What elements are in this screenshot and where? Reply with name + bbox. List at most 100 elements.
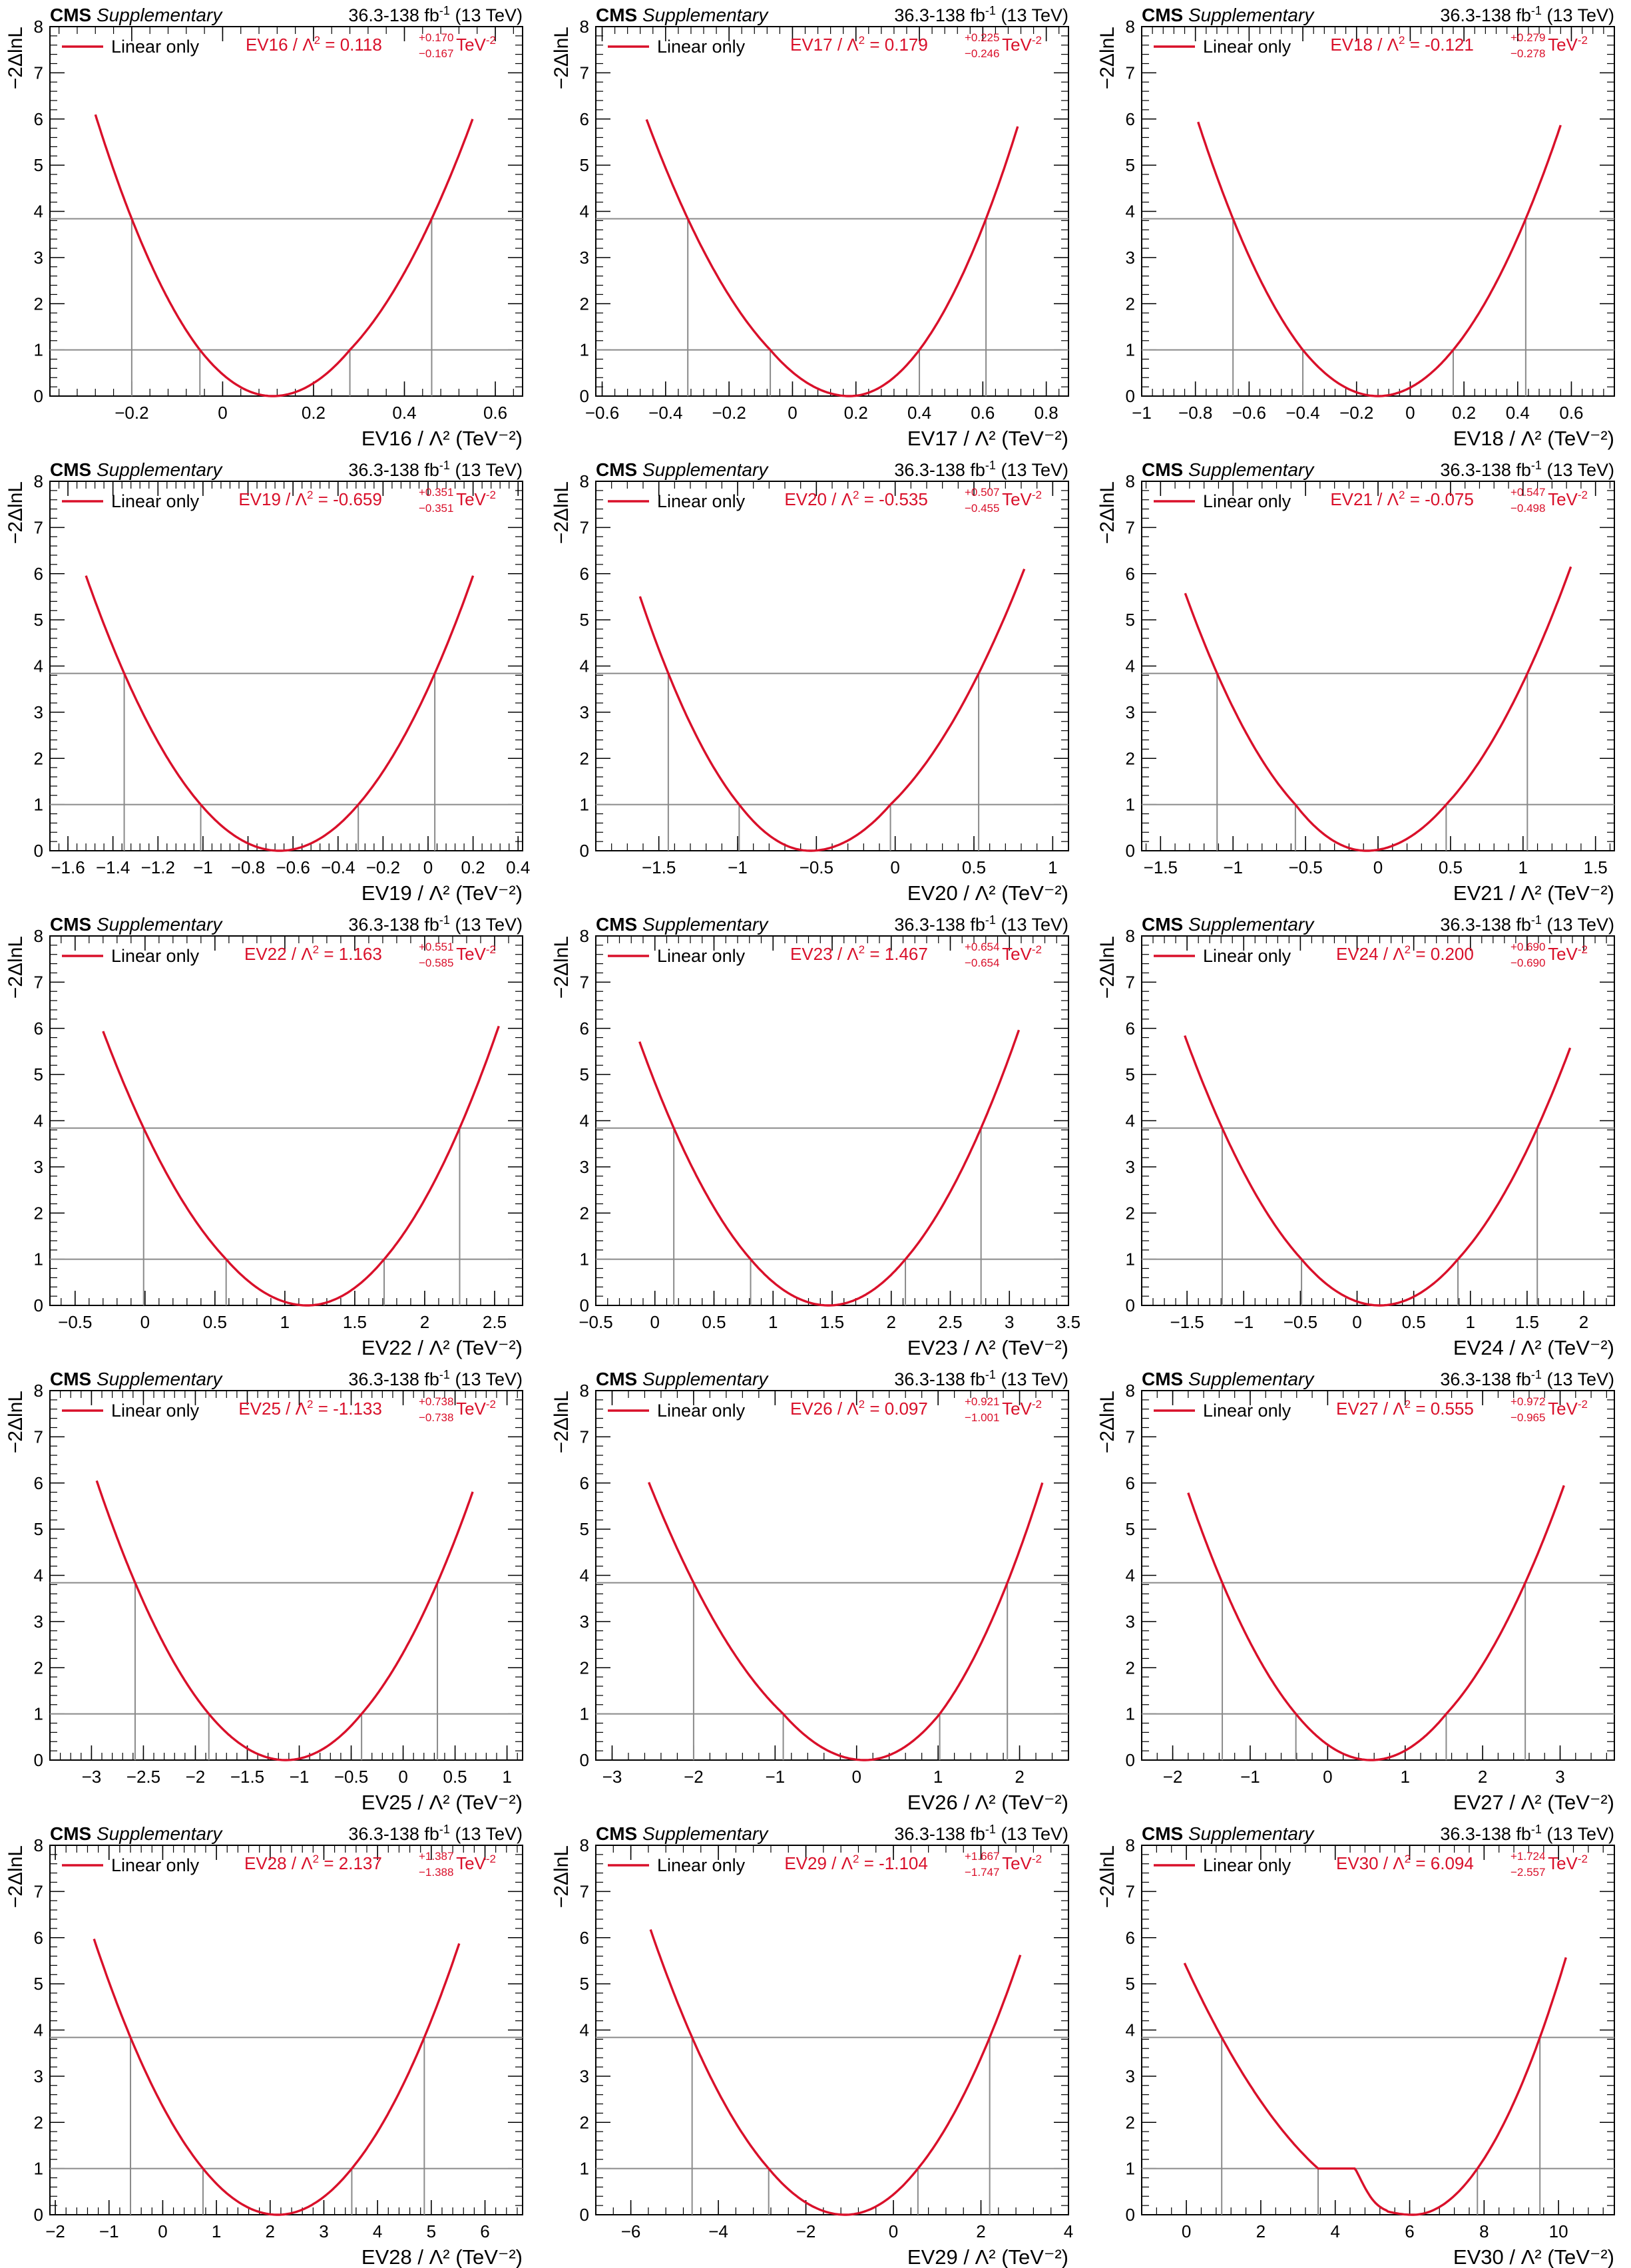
annotation-best: -0.535 <box>879 489 928 509</box>
energy-label: (13 TeV) <box>1542 915 1614 935</box>
y-tick-label: 4 <box>580 1566 589 1586</box>
lumi-unit-exponent: -1 <box>985 4 996 17</box>
y-tick-label: 7 <box>1126 63 1135 83</box>
x-tick-label: 0.5 <box>1402 1312 1426 1332</box>
x-tick-label: −0.8 <box>1178 403 1212 423</box>
x-tick-label: 2 <box>1478 1767 1487 1787</box>
y-tick-label: 0 <box>34 2205 43 2225</box>
y-tick-label: 0 <box>1126 841 1135 861</box>
annotation-eq: = <box>1411 944 1431 964</box>
x-tick-label: −0.5 <box>1288 857 1322 877</box>
annotation-down: −1.388 <box>419 1866 453 1879</box>
y-axis-label: −2ΔlnL <box>551 27 573 89</box>
y-tick-label: 0 <box>1126 386 1135 406</box>
x-tick-label: −2 <box>796 2221 816 2241</box>
lumi-label: 36.3-138 fb-1 (13 TeV) <box>348 1368 523 1389</box>
annotation-exp: 2 <box>853 1853 859 1865</box>
y-axis-label: −2ΔlnL <box>1096 481 1118 544</box>
y-tick-label: 3 <box>1126 248 1135 268</box>
annotation-eq: = <box>865 1399 885 1419</box>
x-tick-label: −0.4 <box>321 857 355 877</box>
best-fit-annotation: EV20 / Λ2 = -0.535 TeV-2 <box>784 489 1042 509</box>
y-tick-label: 2 <box>580 1658 589 1678</box>
x-tick-label: 1 <box>768 1312 778 1332</box>
x-tick-label: −2 <box>1163 1767 1183 1787</box>
panel-ev30: CMS Supplementary 36.3-138 fb-1 (13 TeV) 0 1… <box>1092 1819 1624 2268</box>
y-tick-label: 3 <box>580 1612 589 1632</box>
lumi-value: 36.3-138 fb <box>348 915 439 935</box>
likelihood-curve <box>1184 1035 1572 1307</box>
x-tick-label: −1 <box>1223 857 1243 877</box>
annotation-best: 2.137 <box>339 1853 382 1873</box>
annotation-best: 0.097 <box>885 1399 928 1419</box>
lumi-unit-exponent: -1 <box>1531 1823 1542 1836</box>
annotation-down: −1.747 <box>965 1866 999 1879</box>
cms-label: CMS <box>1142 459 1183 480</box>
x-tick-label: 1 <box>502 1767 511 1787</box>
annotation-eq: = <box>1411 1399 1431 1419</box>
annotation-name: EV21 <box>1330 489 1373 509</box>
lumi-label: 36.3-138 fb-1 (13 TeV) <box>1440 1823 1614 1844</box>
x-tick-label: −1.5 <box>1170 1312 1204 1332</box>
annotation-eq: = <box>319 1853 339 1873</box>
lumi-unit-exponent: -1 <box>439 459 450 472</box>
likelihood-curve <box>649 1929 1022 2216</box>
y-tick-label: 3 <box>580 1157 589 1177</box>
likelihood-curve <box>638 568 1026 852</box>
y-tick-label: 1 <box>34 1704 43 1724</box>
legend-label: Linear only <box>111 946 200 966</box>
annotation-down: −2.557 <box>1511 1866 1545 1879</box>
scan-plot-svg: CMS Supplementary 36.3-138 fb-1 (13 TeV)01… <box>1096 913 1615 1359</box>
lumi-value: 36.3-138 fb <box>894 1824 985 1844</box>
x-tick-label: 2.5 <box>483 1312 507 1332</box>
cms-label: CMS <box>50 5 91 25</box>
lumi-value: 36.3-138 fb <box>894 460 985 480</box>
scan-plot-svg: CMS Supplementary 36.3-138 fb-1 (13 TeV)01… <box>5 1823 523 2268</box>
supplementary-label: Supplementary <box>97 5 223 25</box>
annotation-up: +0.972 <box>1511 1395 1545 1408</box>
y-tick-label: 4 <box>580 656 589 676</box>
likelihood-curve <box>645 118 1019 397</box>
supplementary-label: Supplementary <box>1188 914 1315 935</box>
lumi-label: 36.3-138 fb-1 (13 TeV) <box>894 459 1068 480</box>
lumi-unit-exponent: -1 <box>985 1368 996 1381</box>
annotation-unit-exp: -2 <box>1032 1398 1042 1411</box>
annotation-exp: 2 <box>313 943 319 956</box>
x-tick-label: −4 <box>708 2221 728 2241</box>
annotation-name: EV24 <box>1336 944 1379 964</box>
x-tick-label: 0.8 <box>1035 403 1058 423</box>
annotation-best: -1.104 <box>879 1853 928 1873</box>
y-tick-label: 7 <box>580 972 589 992</box>
supplementary-label: Supplementary <box>642 1369 769 1389</box>
supplementary-label: Supplementary <box>97 914 223 935</box>
y-tick-label: 7 <box>34 1881 43 1901</box>
x-tick-label: 2 <box>1579 1312 1588 1332</box>
annotation-sep: / Λ <box>833 35 859 55</box>
y-axis-label: −2ΔlnL <box>1096 936 1118 999</box>
lumi-label: 36.3-138 fb-1 (13 TeV) <box>348 1823 523 1844</box>
cms-label: CMS <box>596 914 637 935</box>
x-tick-label: 0 <box>398 1767 407 1787</box>
y-tick-label: 6 <box>580 109 589 129</box>
y-tick-label: 6 <box>34 109 43 129</box>
y-tick-label: 0 <box>34 386 43 406</box>
annotation-unit-exp: -2 <box>1578 489 1588 501</box>
y-tick-label: 4 <box>1126 1111 1135 1131</box>
annotation-best: 0.179 <box>885 35 928 55</box>
y-tick-label: 0 <box>34 1750 43 1770</box>
x-tick-label: 0 <box>788 403 797 423</box>
x-tick-label: 6 <box>480 2221 489 2241</box>
x-axis-label: EV19 / Λ² (TeV⁻²) <box>361 881 523 905</box>
x-tick-label: 2 <box>1015 1767 1024 1787</box>
x-tick-label: 1 <box>1518 857 1528 877</box>
annotation-best: 0.555 <box>1431 1399 1474 1419</box>
y-tick-label: 7 <box>1126 972 1135 992</box>
y-tick-label: 0 <box>580 2205 589 2225</box>
annotation-unit: TeV <box>997 1853 1033 1873</box>
annotation-name: EV20 <box>784 489 827 509</box>
annotation-unit: TeV <box>451 1399 487 1419</box>
annotation-down: −1.001 <box>965 1411 999 1424</box>
annotation-unit: TeV <box>451 489 487 509</box>
x-tick-label: 4 <box>373 2221 382 2241</box>
x-axis-label: EV23 / Λ² (TeV⁻²) <box>907 1336 1068 1359</box>
